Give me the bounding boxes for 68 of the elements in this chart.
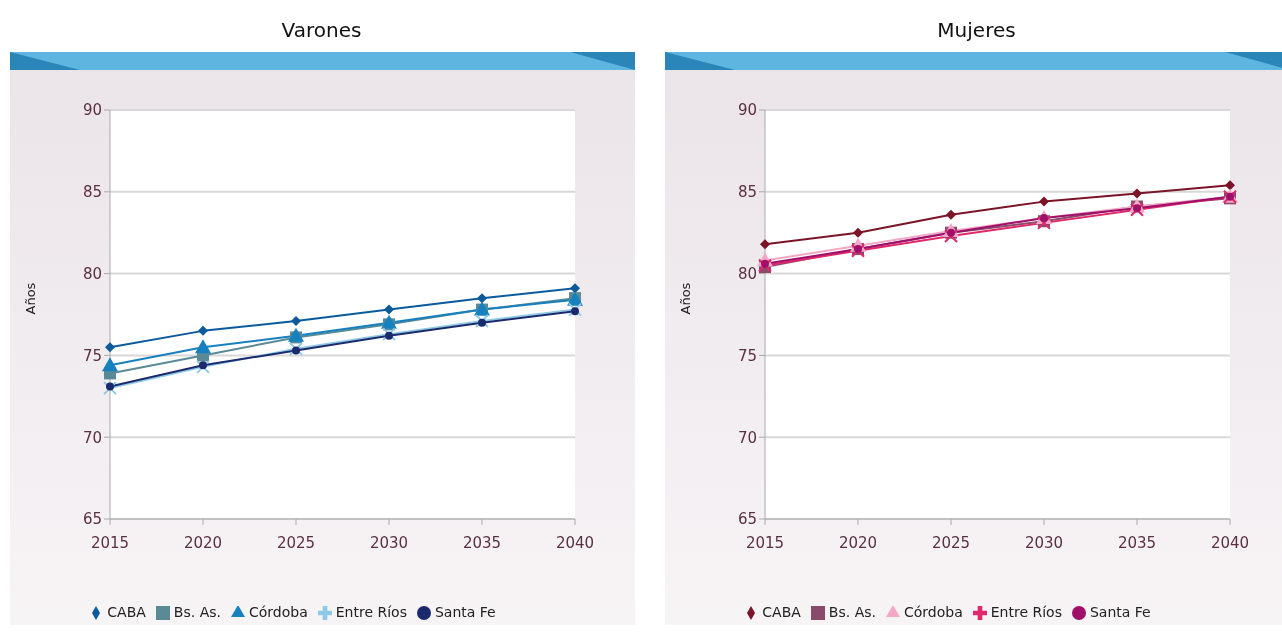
legend-label: CABA <box>107 604 146 620</box>
point <box>760 239 770 250</box>
point <box>103 381 117 396</box>
legend-label: Bs. As. <box>828 604 876 620</box>
point <box>381 314 397 329</box>
point <box>1039 196 1049 207</box>
point <box>384 304 394 315</box>
point <box>570 283 580 294</box>
legend-label: Córdoba <box>903 604 963 620</box>
y-tick-label: 80 <box>82 264 102 283</box>
chart-title: Mujeres <box>936 17 1017 44</box>
x-tick-label: 2020 <box>838 533 878 552</box>
y-tick-label: 80 <box>737 264 757 283</box>
point <box>106 382 114 391</box>
y-tick-label: 90 <box>737 101 757 120</box>
x-tick-label: 2015 <box>90 533 130 552</box>
y-tick-label: 65 <box>737 510 757 529</box>
point <box>105 342 115 353</box>
point <box>1225 180 1235 191</box>
point <box>1132 188 1142 199</box>
point <box>102 357 118 372</box>
x-tick-label: 2040 <box>1210 533 1250 552</box>
point <box>196 359 210 374</box>
y-tick-label: 65 <box>82 510 102 529</box>
x-tick-label: 2030 <box>369 533 409 552</box>
x-tick-label: 2035 <box>462 533 502 552</box>
y-tick-label: 75 <box>82 346 102 365</box>
point <box>291 316 301 327</box>
y-tick-label: 85 <box>82 183 102 202</box>
x-tick-label: 2025 <box>276 533 316 552</box>
point <box>477 293 487 304</box>
point <box>382 327 396 342</box>
point <box>198 325 208 336</box>
legend-label: Entre Ríos <box>990 604 1062 620</box>
point <box>568 302 582 317</box>
point <box>853 227 863 238</box>
point <box>195 339 211 354</box>
legend-label: Santa Fe <box>1089 604 1151 620</box>
y-tick-label: 75 <box>737 346 757 365</box>
point <box>571 307 579 316</box>
y-tick-label: 70 <box>82 428 102 447</box>
point <box>288 327 304 342</box>
y-axis-title: Años <box>677 282 693 315</box>
y-axis-title: Años <box>22 282 38 315</box>
point <box>946 209 956 220</box>
point <box>292 346 300 355</box>
y-tick-label: 70 <box>737 428 757 447</box>
point <box>478 318 486 327</box>
x-tick-label: 2040 <box>555 533 595 552</box>
y-tick-label: 85 <box>737 183 757 202</box>
x-tick-label: 2030 <box>1024 533 1064 552</box>
legend-label: Bs. As. <box>173 604 221 620</box>
x-tick-label: 2035 <box>1117 533 1157 552</box>
legend-label: Córdoba <box>248 604 308 620</box>
legend-label: Entre Ríos <box>335 604 407 620</box>
x-tick-label: 2020 <box>183 533 223 552</box>
point <box>1130 202 1144 217</box>
y-tick-label: 90 <box>82 101 102 120</box>
point <box>944 228 958 243</box>
point <box>289 341 303 356</box>
x-tick-label: 2015 <box>745 533 785 552</box>
point <box>385 331 393 340</box>
point <box>475 314 489 329</box>
point <box>199 361 207 370</box>
chart-title: Varones <box>280 17 363 44</box>
x-tick-label: 2025 <box>931 533 971 552</box>
legend-label: Santa Fe <box>434 604 496 620</box>
legend-label: CABA <box>762 604 801 620</box>
